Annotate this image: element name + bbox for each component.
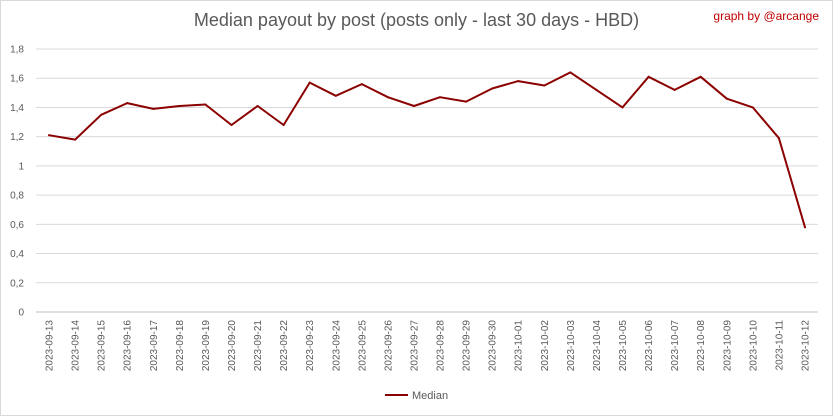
y-tick-label: 0,2 — [10, 278, 24, 289]
x-tick-label: 2023-09-13 — [45, 320, 56, 372]
x-tick-label: 2023-09-25 — [357, 320, 368, 372]
data-point — [543, 84, 546, 87]
y-tick-label: 1,6 — [10, 74, 24, 85]
x-tick-label: 2023-10-09 — [722, 320, 733, 372]
x-tick-label: 2023-09-28 — [436, 320, 447, 372]
data-point — [334, 94, 337, 97]
data-point — [48, 134, 51, 137]
x-tick-label: 2023-10-07 — [670, 320, 681, 372]
x-tick-label: 2023-09-21 — [253, 320, 264, 372]
legend-label-median: Median — [412, 390, 448, 402]
data-point — [360, 83, 363, 86]
data-point — [569, 71, 572, 74]
data-point — [751, 106, 754, 109]
data-point — [74, 138, 77, 141]
y-tick-label: 0,4 — [10, 249, 24, 260]
x-tick-label: 2023-09-30 — [488, 320, 499, 372]
x-tick-label: 2023-10-12 — [800, 320, 811, 372]
data-point — [152, 107, 155, 110]
data-point — [439, 96, 442, 99]
x-tick-label: 2023-10-05 — [618, 320, 629, 372]
gridlines — [36, 48, 818, 313]
x-tick-label: 2023-09-15 — [97, 320, 108, 372]
x-tick-label: 2023-09-27 — [409, 320, 420, 372]
data-point — [386, 96, 389, 99]
x-tick-label: 2023-10-02 — [540, 320, 551, 372]
y-tick-label: 1 — [18, 161, 24, 172]
y-tick-label: 1,8 — [10, 45, 24, 56]
data-point — [412, 104, 415, 107]
x-tick-label: 2023-09-24 — [331, 320, 342, 372]
data-point — [282, 123, 285, 126]
data-point — [100, 113, 103, 116]
data-point — [699, 75, 702, 78]
x-tick-label: 2023-09-19 — [201, 320, 212, 372]
x-tick-label: 2023-09-22 — [279, 320, 290, 372]
series-layer — [48, 71, 806, 229]
data-point — [178, 104, 181, 107]
data-point — [595, 88, 598, 91]
x-tick-label: 2023-10-01 — [514, 320, 525, 372]
y-tick-label: 1,4 — [10, 103, 24, 114]
y-tick-label: 1,2 — [10, 132, 24, 143]
data-point — [126, 102, 129, 105]
x-tick-label: 2023-09-18 — [175, 320, 186, 372]
x-tick-label: 2023-09-20 — [227, 320, 238, 372]
credit-annotation: graph by @arcange — [713, 9, 819, 23]
data-point — [517, 80, 520, 83]
series-line-median — [48, 71, 806, 229]
x-tick-label: 2023-10-10 — [748, 320, 759, 372]
y-tick-label: 0,8 — [10, 191, 24, 202]
data-point — [647, 75, 650, 78]
x-tick-label: 2023-09-29 — [462, 320, 473, 372]
y-tick-label: 0,6 — [10, 220, 24, 231]
data-point — [621, 106, 624, 109]
x-tick-label: 2023-10-11 — [774, 320, 785, 371]
data-point — [308, 81, 311, 84]
x-tick-label: 2023-09-14 — [71, 320, 82, 372]
data-point — [204, 103, 207, 106]
data-point — [491, 87, 494, 90]
chart-title: Median payout by post (posts only - last… — [193, 10, 640, 30]
data-point — [256, 104, 259, 107]
x-tick-label: 2023-10-04 — [592, 320, 603, 372]
data-point — [230, 123, 233, 126]
x-tick-label: 2023-09-26 — [383, 320, 394, 372]
y-axis-ticks: 0 0,2 0,4 0,6 0,8 1 1,2 1,4 1,6 1,8 — [10, 45, 24, 319]
x-tick-label: 2023-09-16 — [123, 320, 134, 372]
data-point — [673, 88, 676, 91]
x-tick-label: 2023-10-08 — [696, 320, 707, 372]
x-tick-label: 2023-09-17 — [149, 320, 160, 372]
x-axis-ticks: 2023-09-13 2023-09-14 2023-09-15 2023-09-16… — [45, 320, 812, 372]
y-tick-label: 0 — [18, 308, 24, 319]
data-point — [465, 100, 468, 103]
x-tick-label: 2023-10-03 — [566, 320, 577, 372]
data-point — [777, 137, 780, 140]
data-point — [725, 97, 728, 100]
data-point — [803, 226, 806, 229]
x-tick-label: 2023-10-06 — [644, 320, 655, 372]
x-tick-label: 2023-09-23 — [305, 320, 316, 372]
legend: Median — [385, 390, 448, 402]
